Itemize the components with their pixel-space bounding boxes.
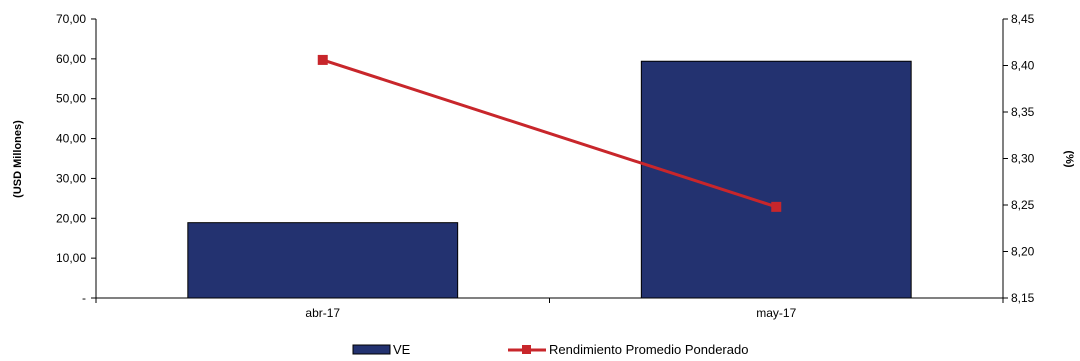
y-tick-label: - [82,291,86,305]
legend: VE Rendimiento Promedio Ponderado [352,342,748,357]
y-tick-label: 70,00 [56,12,86,26]
x-tick-label: abr-17 [305,306,340,320]
y-tick-label: 30,00 [56,171,86,185]
y2-tick-label: 8,45 [1011,12,1035,26]
bars-layer [187,60,912,299]
labels-layer: - 10,00 20,00 30,00 40,00 50,00 60,00 70,00 8,15… [56,12,1035,320]
y-tick-label: 20,00 [56,211,86,225]
x-tick-label: may-17 [756,306,796,320]
legend-label-ve: VE [393,342,411,357]
y-tick-label: 10,00 [56,251,86,265]
y2-axis-title: (%) [1063,150,1075,167]
legend-swatch-marker [522,345,531,354]
y2-tick-label: 8,35 [1011,105,1035,119]
bar-abr-17 [187,222,459,299]
y-tick-label: 40,00 [56,132,86,146]
y-tick-label: 50,00 [56,92,86,106]
y2-tick-label: 8,30 [1011,152,1035,166]
bar-may-17 [640,60,912,299]
legend-label-line: Rendimiento Promedio Ponderado [549,342,748,357]
line-layer [317,54,782,212]
y2-tick-label: 8,20 [1011,245,1035,259]
line-point-abr-17 [317,54,328,65]
legend-swatch-ve [352,344,391,355]
y-axis-title: (USD Millones) [12,120,24,198]
line-point-may-17 [771,201,782,212]
series-line-rendimiento [322,58,777,209]
y-tick-label: 60,00 [56,52,86,66]
y2-tick-label: 8,40 [1011,59,1035,73]
axes-layer [91,18,1008,303]
y2-tick-label: 8,15 [1011,291,1035,305]
y2-tick-label: 8,25 [1011,198,1035,212]
